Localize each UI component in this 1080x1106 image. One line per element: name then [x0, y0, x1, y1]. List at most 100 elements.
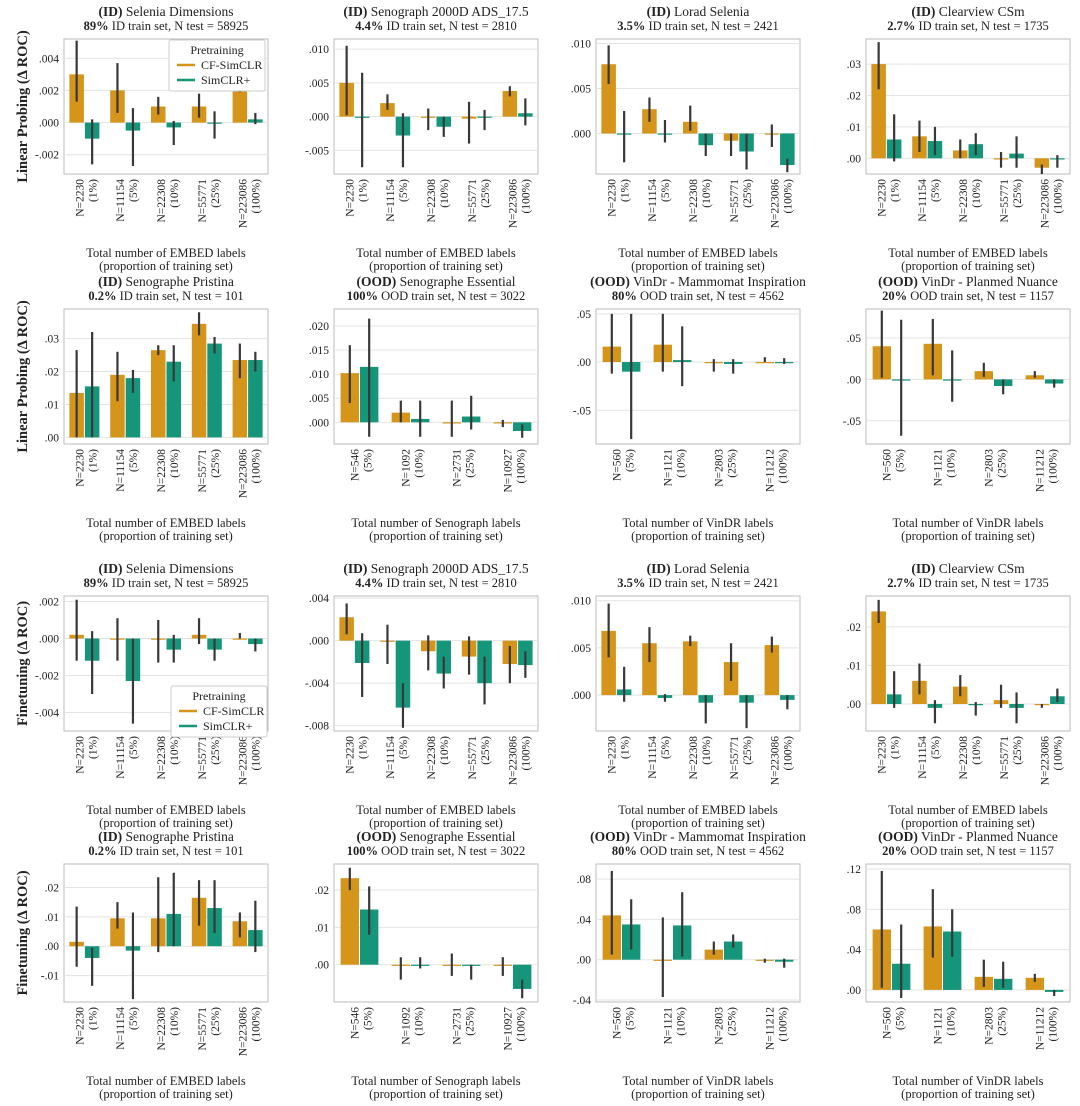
- x-axis-label: Total number of EMBED labels: [86, 803, 246, 817]
- x-tick-label: N=22308(10%): [156, 1007, 181, 1051]
- x-tick-label: N=223086(100%): [770, 736, 795, 786]
- chart-title: (ID) Selenia Dimensions: [99, 561, 234, 576]
- x-tick-label: N=2731(25%): [452, 449, 477, 487]
- x-tick-label: N=1121(10%): [933, 449, 958, 487]
- plot-frame: [595, 38, 801, 175]
- chart-title: (OOD) Senographe Essential: [357, 274, 516, 289]
- chart-panel-13: -.01 .00 .01 .02 N=2230(1%) N=11154(5%) N=2230…: [41, 829, 269, 1101]
- y-tick-label: -.05: [573, 405, 591, 417]
- bar-cf-simclr: [191, 323, 207, 438]
- x-tick-label: N=2230(1%): [344, 179, 369, 217]
- y-tick-label: .020: [309, 321, 329, 333]
- x-axis-label: Total number of EMBED labels: [356, 803, 516, 817]
- x-axis-label: Total number of VinDR labels: [623, 1074, 774, 1088]
- chart-panel-5: .00 .01 .02 .03 N=2230(1%) N=11154(5%) N=22308…: [45, 274, 269, 543]
- chart-title: (OOD) Senographe Essential: [357, 829, 516, 844]
- x-tick-label: N=11212(100%): [765, 449, 790, 492]
- x-tick-label: N=2230(1%): [344, 736, 369, 774]
- x-tick-label: N=560(5%): [612, 1007, 637, 1039]
- x-axis-label: (proportion of training set): [901, 816, 1035, 830]
- y-tick-label: .005: [309, 78, 329, 90]
- bar-cf-simclr: [682, 641, 698, 696]
- x-axis-label: Total number of VinDR labels: [623, 516, 774, 530]
- y-tick-label: .005: [571, 643, 591, 655]
- x-tick-label: N=11212(100%): [765, 1007, 790, 1050]
- chart-title: (ID) Clearview CSm: [911, 561, 1025, 576]
- y-tick-label: .00: [315, 960, 330, 972]
- bar-simclr-plus: [943, 931, 962, 990]
- x-axis-label: (proportion of training set): [631, 1087, 765, 1101]
- y-tick-label: .002: [39, 85, 59, 97]
- legend-item: SimCLR+: [201, 73, 251, 87]
- x-tick-label: N=10927(100%): [503, 1007, 528, 1051]
- x-tick-label: N=560(5%): [612, 449, 637, 481]
- legend-title: Pretraining: [192, 689, 245, 703]
- row-label: Linear Probing (Δ ROC): [15, 30, 31, 183]
- y-tick-label: .004: [309, 593, 329, 605]
- y-tick-label: .004: [39, 53, 59, 65]
- x-axis-label: (proportion of training set): [99, 816, 233, 830]
- x-tick-label: N=22308(10%): [688, 736, 713, 780]
- y-tick-label: .000: [571, 690, 591, 702]
- x-tick-label: N=55771(25%): [197, 1007, 222, 1051]
- bar-cf-simclr: [764, 645, 780, 696]
- y-tick-label: .02: [847, 91, 862, 103]
- bar-cf-simclr: [232, 638, 248, 640]
- y-tick-label: .000: [39, 118, 59, 130]
- y-tick-label: .00: [847, 374, 862, 386]
- chart-title: (ID) Clearview CSm: [911, 4, 1025, 19]
- chart-title: (ID) Senographe Pristina: [98, 829, 234, 844]
- y-tick-label: .01: [847, 660, 862, 672]
- y-tick-label: -.004: [35, 708, 59, 720]
- chart-subtitle: 4.4% ID train set, N test = 2810: [355, 576, 517, 590]
- x-tick-label: N=55771(25%): [197, 449, 222, 493]
- x-tick-label: N=2803(25%): [714, 449, 739, 487]
- x-axis-label: Total number of EMBED labels: [618, 803, 778, 817]
- x-tick-label: N=2803(25%): [714, 1007, 739, 1045]
- x-tick-label: N=55771(25%): [999, 736, 1024, 780]
- x-tick-label: N=55771(25%): [729, 736, 754, 780]
- x-axis-label: (proportion of training set): [369, 816, 503, 830]
- chart-subtitle: 20% OOD train set, N test = 1157: [882, 289, 1054, 303]
- chart-title: (ID) Lorad Selenia: [647, 4, 750, 19]
- chart-subtitle: 100% OOD train set, N test = 3022: [347, 844, 526, 858]
- chart-subtitle: 3.5% ID train set, N test = 2421: [617, 19, 779, 33]
- x-axis-label: (proportion of training set): [901, 1087, 1035, 1101]
- y-tick-label: -.008: [305, 721, 329, 733]
- y-tick-label: .005: [571, 84, 591, 96]
- bar-simclr-plus: [207, 343, 222, 438]
- x-tick-label: N=546(5%): [350, 1007, 375, 1039]
- chart-subtitle: 89% ID train set, N test = 58925: [84, 19, 249, 33]
- chart-panel-15: -.04 .00 .04 .08 N=560(5%) N=1121(10%) N=2803(…: [573, 829, 806, 1101]
- x-axis-label: (proportion of training set): [369, 1087, 503, 1101]
- y-tick-label: .005: [309, 393, 329, 405]
- x-axis-label: (proportion of training set): [631, 816, 765, 830]
- x-axis-label: Total number of VinDR labels: [893, 516, 1044, 530]
- x-tick-label: N=11154(5%): [115, 736, 140, 779]
- bar-cf-simclr: [642, 643, 657, 696]
- bar-cf-simclr: [340, 878, 359, 965]
- y-tick-label: .12: [847, 864, 862, 876]
- x-axis-label: (proportion of training set): [99, 529, 233, 543]
- x-tick-label: N=1121(10%): [663, 449, 688, 487]
- x-tick-label: N=223086(100%): [238, 736, 263, 786]
- y-tick-label: .00: [45, 432, 60, 444]
- y-tick-label: .04: [577, 914, 592, 926]
- bar-simclr-plus: [166, 361, 182, 438]
- bar-cf-simclr: [232, 90, 248, 123]
- chart-panel-6: .000 .005 .010 .015 .020 N=546(5%) N=1092(10%)…: [309, 274, 539, 543]
- x-tick-label: N=22308(10%): [156, 179, 181, 223]
- x-tick-label: N=55771(25%): [197, 736, 222, 780]
- x-axis-label: (proportion of training set): [631, 529, 765, 543]
- x-axis-label: (proportion of training set): [99, 259, 233, 273]
- chart-title: (OOD) VinDr - Mammomat Inspiration: [590, 829, 806, 844]
- x-axis-label: (proportion of training set): [631, 259, 765, 273]
- y-tick-label: .000: [571, 129, 591, 141]
- chart-title: (OOD) VinDr - Mammomat Inspiration: [590, 274, 806, 289]
- y-tick-label: .010: [571, 596, 591, 608]
- y-tick-label: .05: [847, 333, 862, 345]
- chart-title: (ID) Senograph 2000D ADS_17.5: [343, 4, 528, 19]
- legend-box: [170, 685, 268, 738]
